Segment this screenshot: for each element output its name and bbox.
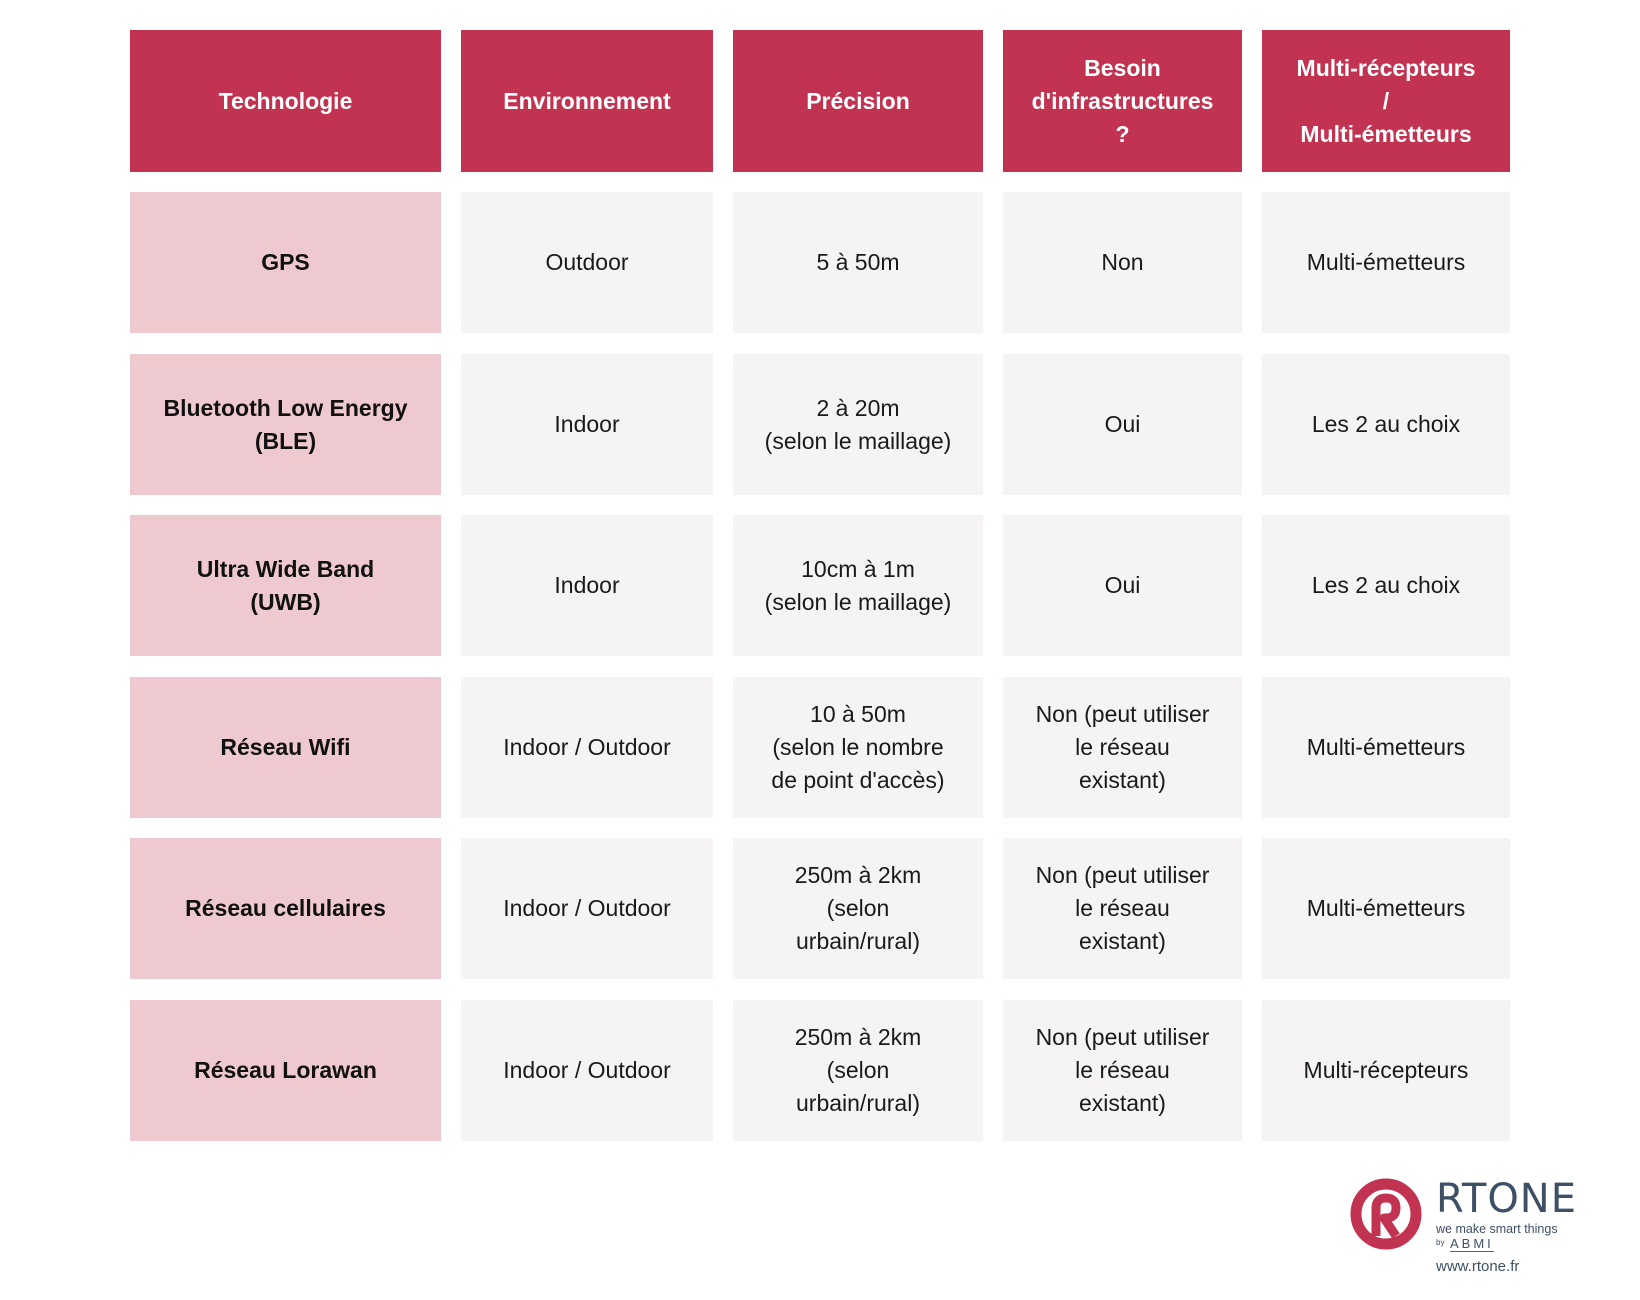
cell-text-line: Indoor xyxy=(554,411,620,437)
logo-parent-brand: ABMI xyxy=(1450,1236,1494,1252)
cell-text-line: Outdoor xyxy=(545,249,629,275)
cell-text-line: de point d'accès) xyxy=(771,767,945,793)
cell-text-line: Multi-récepteurs xyxy=(1303,1057,1469,1083)
cell-text-line: Non (peut utiliser xyxy=(1035,701,1210,727)
cell-text-line: urbain/rural) xyxy=(796,928,920,954)
cell-text-line: le réseau xyxy=(1075,734,1170,760)
row-label-technology: Réseau Wifi xyxy=(130,677,441,818)
row-label-technology: GPS xyxy=(130,192,441,333)
cell-text-line: Non (peut utiliser xyxy=(1035,1024,1210,1050)
cell-text-line: (selon le maillage) xyxy=(764,588,952,615)
table-cell-environment: Indoor / Outdoor xyxy=(461,838,713,979)
cell-text-line: (selon le nombre xyxy=(772,734,944,760)
website-url[interactable]: www.rtone.fr xyxy=(1436,1258,1520,1275)
logo-by: by xyxy=(1436,1238,1445,1247)
table-cell-multi-receivers-emitters: Multi-émetteurs xyxy=(1262,677,1510,818)
cell-text-line: Multi-émetteurs xyxy=(1306,895,1466,921)
table-cell-environment: Indoor / Outdoor xyxy=(461,677,713,818)
row-label-technology: Réseau cellulaires xyxy=(130,838,441,979)
cell-text-line: Bluetooth Low Energy xyxy=(163,394,408,421)
rtone-r-logo-icon xyxy=(1350,1178,1422,1250)
cell-text-line: Non (peut utiliser xyxy=(1035,862,1210,888)
logo-wordmark: RTONE xyxy=(1436,1176,1577,1222)
cell-text-line: (BLE) xyxy=(254,427,317,454)
table-cell-multi-receivers-emitters: Multi-émetteurs xyxy=(1262,838,1510,979)
cell-text-line: (selon le maillage) xyxy=(764,427,952,454)
table-cell-environment: Indoor xyxy=(461,354,713,495)
cell-text-line: Réseau Lorawan xyxy=(194,1057,377,1083)
column-header-multi-receivers-emitters: Multi-récepteurs / Multi-émetteurs xyxy=(1262,30,1510,172)
table-cell-precision: 10 à 50m (selon le nombre de point d'accès… xyxy=(733,677,983,818)
table-cell-precision: 5 à 50m xyxy=(733,192,983,333)
cell-text-line: le réseau xyxy=(1075,895,1170,921)
cell-text-line: Ultra Wide Band xyxy=(196,555,375,582)
cell-text-line: Indoor / Outdoor xyxy=(503,895,671,921)
table-cell-multi-receivers-emitters: Multi-récepteurs xyxy=(1262,1000,1510,1141)
row-label-technology: Réseau Lorawan xyxy=(130,1000,441,1141)
cell-text-line: Non xyxy=(1101,249,1144,275)
table-cell-infrastructure: Non (peut utiliser le réseau existant) xyxy=(1003,677,1242,818)
table-cell-environment: Indoor xyxy=(461,515,713,656)
cell-text-line: 10 à 50m xyxy=(810,701,906,727)
cell-text-line: (selon xyxy=(826,895,890,921)
cell-text-line: 2 à 20m xyxy=(816,394,900,421)
header-text-line: Précision xyxy=(806,87,910,114)
table-cell-environment: Outdoor xyxy=(461,192,713,333)
cell-text-line: 250m à 2km xyxy=(794,1024,922,1050)
header-text-line: ? xyxy=(1115,120,1130,147)
cell-text-line: Réseau Wifi xyxy=(220,734,351,760)
table-cell-environment: Indoor / Outdoor xyxy=(461,1000,713,1141)
header-text-line: Technologie xyxy=(218,87,353,114)
cell-text-line: le réseau xyxy=(1075,1057,1170,1083)
cell-text-line: Indoor xyxy=(554,572,620,598)
cell-text-line: existant) xyxy=(1079,1090,1166,1116)
table-cell-infrastructure: Oui xyxy=(1003,515,1242,656)
cell-text-line: Les 2 au choix xyxy=(1311,572,1461,598)
header-text-line: d'infrastructures xyxy=(1031,87,1214,114)
cell-text-line: Multi-émetteurs xyxy=(1306,249,1466,275)
cell-text-line: Indoor / Outdoor xyxy=(503,1057,671,1083)
cell-text-line: (UWB) xyxy=(250,588,321,615)
column-header-environment: Environnement xyxy=(461,30,713,172)
header-text-line: Multi-émetteurs xyxy=(1300,120,1472,147)
cell-text-line: existant) xyxy=(1079,767,1166,793)
table-cell-multi-receivers-emitters: Multi-émetteurs xyxy=(1262,192,1510,333)
column-header-infrastructure: Besoin d'infrastructures? xyxy=(1003,30,1242,172)
cell-text-line: Multi-émetteurs xyxy=(1306,734,1466,760)
table-cell-precision: 10cm à 1m (selon le maillage) xyxy=(733,515,983,656)
table-cell-multi-receivers-emitters: Les 2 au choix xyxy=(1262,354,1510,495)
table-cell-infrastructure: Non (peut utiliser le réseau existant) xyxy=(1003,838,1242,979)
column-header-precision: Précision xyxy=(733,30,983,172)
header-text-line: Multi-récepteurs xyxy=(1296,54,1476,81)
table-cell-precision: 2 à 20m (selon le maillage) xyxy=(733,354,983,495)
cell-text-line: (selon xyxy=(826,1057,890,1083)
header-text-line: Environnement xyxy=(503,87,671,114)
rtone-logo: RTONE we make smart things by ABMI www.r… xyxy=(1350,1176,1580,1278)
cell-text-line: GPS xyxy=(261,249,310,275)
cell-text-line: Oui xyxy=(1104,411,1141,437)
cell-text-line: Oui xyxy=(1104,572,1141,598)
column-header-technology: Technologie xyxy=(130,30,441,172)
cell-text-line: 10cm à 1m xyxy=(801,555,915,582)
table-cell-infrastructure: Non xyxy=(1003,192,1242,333)
cell-text-line: Réseau cellulaires xyxy=(185,895,386,921)
cell-text-line: 5 à 50m xyxy=(816,249,900,275)
logo-tagline: we make smart things xyxy=(1436,1222,1558,1236)
cell-text-line: existant) xyxy=(1079,928,1166,954)
table-cell-infrastructure: Non (peut utiliser le réseau existant) xyxy=(1003,1000,1242,1141)
header-text-line: Besoin xyxy=(1084,54,1161,81)
cell-text-line: Les 2 au choix xyxy=(1311,411,1461,437)
table-cell-infrastructure: Oui xyxy=(1003,354,1242,495)
row-label-technology: Bluetooth Low Energy (BLE) xyxy=(130,354,441,495)
cell-text-line: 250m à 2km xyxy=(794,862,922,888)
table-cell-precision: 250m à 2km (selon urbain/rural) xyxy=(733,838,983,979)
cell-text-line: urbain/rural) xyxy=(796,1090,920,1116)
table-cell-precision: 250m à 2km (selon urbain/rural) xyxy=(733,1000,983,1141)
header-text-line: / xyxy=(1382,87,1390,114)
cell-text-line: Indoor / Outdoor xyxy=(503,734,671,760)
table-cell-multi-receivers-emitters: Les 2 au choix xyxy=(1262,515,1510,656)
row-label-technology: Ultra Wide Band (UWB) xyxy=(130,515,441,656)
